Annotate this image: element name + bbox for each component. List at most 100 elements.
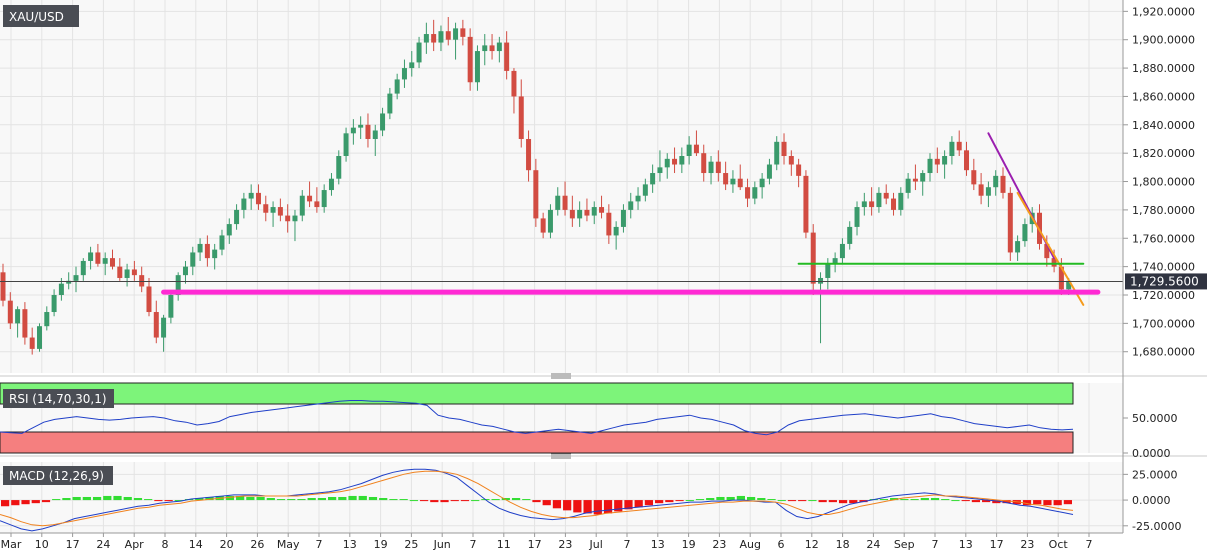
candle-body [679, 156, 685, 165]
macd-histogram-bar [307, 498, 316, 501]
x-axis-tick-label: 24 [96, 538, 110, 551]
x-axis-tick-label: 26 [250, 538, 264, 551]
candle-body [912, 178, 918, 182]
macd-label-badge [3, 466, 113, 485]
candle-body [847, 226, 853, 244]
candle-body [343, 133, 349, 157]
candle-body [387, 93, 393, 114]
x-axis-tick-label: 7 [624, 538, 631, 551]
macd-histogram-bar [593, 500, 602, 515]
macd-histogram-bar [920, 498, 929, 501]
rsi-label: RSI (14,70,30,1) [9, 392, 107, 406]
macd-histogram-bar [828, 500, 837, 503]
macd-histogram-bar [358, 495, 367, 501]
macd-histogram-bar [787, 500, 797, 502]
rsi-label-badge [3, 389, 114, 408]
macd-histogram-bar [655, 500, 664, 504]
rsi-y-tick-label: 0.0000 [1132, 447, 1171, 460]
candle-body [80, 260, 86, 276]
macd-histogram-bar [195, 498, 204, 501]
candle-body [569, 209, 575, 219]
macd-histogram-bar [930, 498, 940, 501]
macd-histogram-bar [532, 500, 541, 503]
candle-body [745, 187, 751, 199]
x-axis-tick-label: 19 [682, 538, 696, 551]
macd-histogram-bar [236, 495, 245, 501]
candle-body [358, 124, 364, 128]
candle-body [22, 309, 28, 338]
candle-body [956, 141, 962, 151]
x-axis-tick-label: 24 [866, 538, 880, 551]
candle-body [672, 158, 678, 165]
y-axis-tick-label: 1,820.0000 [1132, 147, 1195, 160]
y-axis-tick-label: 1,860.0000 [1132, 90, 1195, 103]
candle-body [657, 167, 663, 174]
macd-histogram-bar [491, 499, 500, 501]
candle-body [482, 45, 488, 52]
x-axis-tick-label: 6 [778, 538, 785, 551]
candle-body [788, 156, 794, 165]
candle-body [372, 130, 378, 139]
macd-histogram-bar [144, 499, 153, 501]
rsi-line [0, 400, 1074, 436]
candle-body [504, 42, 510, 71]
macd-histogram-bar [573, 500, 582, 513]
macd-histogram-bar [256, 496, 265, 501]
candle-body [336, 156, 342, 179]
macd-histogram-bar [62, 498, 71, 501]
candle-body [942, 156, 948, 165]
candle-body [496, 42, 502, 52]
macd-histogram-bar [982, 500, 991, 503]
macd-histogram-bar [1002, 500, 1011, 504]
macd-histogram-bar [818, 500, 827, 503]
x-axis-tick-label: Apr [125, 538, 145, 551]
candle-body [175, 275, 181, 295]
candle-body [350, 127, 356, 134]
candle-body [204, 243, 210, 259]
candle-body [438, 31, 444, 43]
y-axis-tick-label: 1,920.0000 [1132, 5, 1195, 18]
x-axis-tick-label: 17 [66, 538, 80, 551]
y-axis-tick-label: 1,760.0000 [1132, 232, 1195, 245]
y-axis-tick-label: 1,880.0000 [1132, 62, 1195, 75]
macd-histogram-bar [726, 496, 735, 501]
candle-body [489, 45, 495, 52]
y-axis-tick-label: 1,840.0000 [1132, 119, 1195, 132]
macd-histogram-bar [706, 498, 715, 501]
candle-body [686, 144, 692, 157]
candle-body [978, 184, 984, 196]
candle-body [95, 252, 101, 264]
last-price-badge [1125, 273, 1207, 290]
candle-body [445, 31, 451, 40]
macd-histogram-bar [879, 499, 889, 501]
candle-body [876, 192, 882, 208]
candle-body [255, 192, 261, 205]
x-axis-tick-label: Jun [433, 538, 451, 551]
candle-body [197, 243, 203, 253]
candle-body [1051, 258, 1057, 267]
candle-body [168, 294, 174, 318]
macd-histogram-bar [72, 496, 81, 501]
candle-body [1015, 241, 1021, 253]
candle-body [102, 258, 108, 264]
candle-body [1066, 280, 1072, 290]
x-axis-tick-label: Mar [1, 538, 22, 551]
candle-body [650, 173, 656, 185]
x-axis-tick-label: 13 [959, 538, 973, 551]
candle-body [883, 192, 889, 199]
candle-body [15, 309, 21, 324]
candle-body [964, 150, 970, 171]
panel-1-background [0, 0, 1123, 373]
candle-body [270, 207, 276, 213]
candle-body [51, 294, 57, 313]
macd-histogram-bar [419, 500, 429, 502]
macd-histogram-bar [685, 500, 694, 502]
macd-histogram-bar [777, 500, 786, 502]
candle-body [803, 175, 809, 233]
rsi-oversold-zone [0, 431, 1074, 454]
macd-histogram-bar [399, 499, 408, 501]
trendline [1016, 191, 1085, 306]
macd-y-tick-label: 0.0000 [1132, 494, 1171, 507]
candle-body [328, 178, 334, 191]
candle-body [825, 263, 831, 278]
